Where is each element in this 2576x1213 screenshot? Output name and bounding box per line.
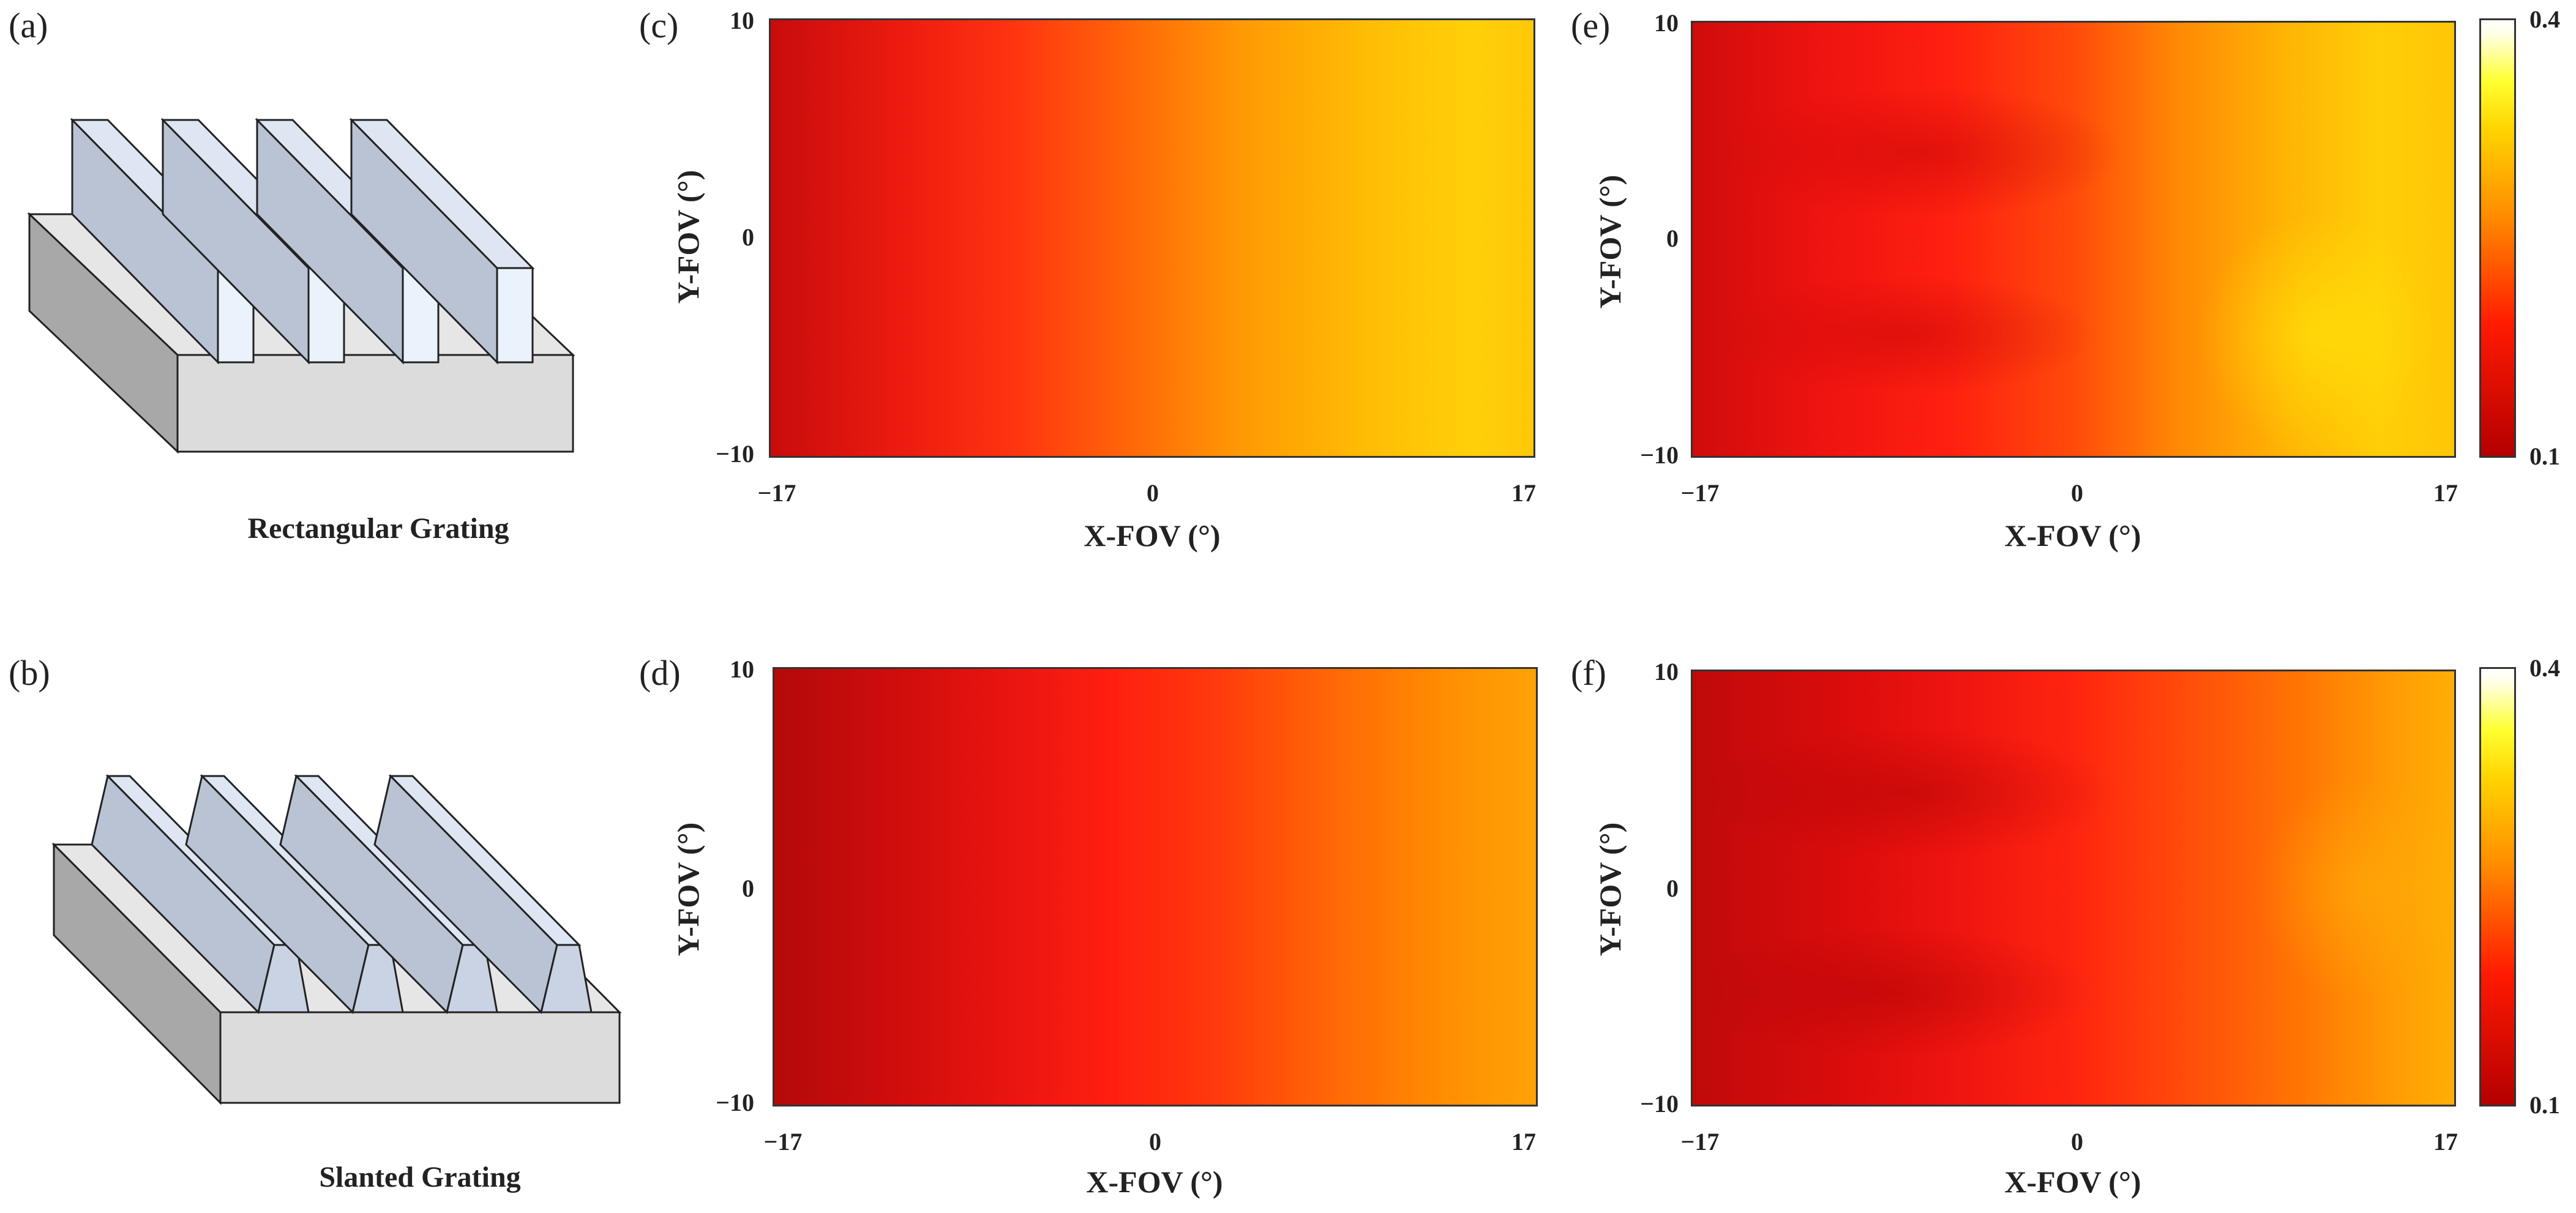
colorbar-bottom-max: 0.4 (2529, 654, 2560, 682)
colorbar-bottom-min: 0.1 (2529, 1091, 2560, 1119)
slanted-grating-diagram (51, 774, 622, 1105)
rectangular-grating-diagram (27, 118, 575, 454)
ytick-d-top: 10 (730, 655, 754, 683)
ytick-f-top: 10 (1654, 658, 1679, 685)
heatmap-f (1691, 670, 2456, 1107)
xtick-e-right: 17 (2433, 479, 2458, 507)
panel-label-d: (d) (639, 653, 681, 693)
heatmap-c (769, 18, 1535, 458)
xtick-f-mid: 0 (2071, 1128, 2083, 1155)
colorbar-top-max: 0.4 (2529, 6, 2560, 33)
ytick-e-mid: 0 (1666, 225, 1679, 252)
caption-rectangular-grating: Rectangular Grating (247, 512, 509, 545)
caption-slanted-grating: Slanted Grating (319, 1161, 521, 1193)
ytick-c-mid: 0 (742, 223, 754, 251)
xlabel-d: X-FOV (°) (1086, 1165, 1223, 1199)
panel-label-a: (a) (9, 6, 48, 45)
ytick-f-mid: 0 (1666, 875, 1679, 902)
xtick-c-left: −17 (757, 479, 796, 507)
xlabel-c: X-FOV (°) (1084, 518, 1221, 553)
panel-label-f: (f) (1571, 653, 1606, 693)
xtick-f-right: 17 (2433, 1128, 2458, 1155)
xtick-d-right: 17 (1511, 1128, 1536, 1155)
xtick-e-mid: 0 (2071, 479, 2083, 507)
heatmap-e (1691, 21, 2456, 458)
ylabel-d: Y-FOV (°) (671, 822, 705, 957)
colorbar-bottom (2479, 667, 2516, 1107)
xtick-c-mid: 0 (1147, 479, 1159, 507)
ylabel-f: Y-FOV (°) (1593, 822, 1627, 957)
ytick-c-top: 10 (730, 7, 754, 34)
heatmap-d (773, 667, 1538, 1107)
ylabel-e: Y-FOV (°) (1593, 174, 1627, 309)
ylabel-c: Y-FOV (°) (671, 170, 705, 304)
colorbar-top (2479, 18, 2516, 458)
ytick-e-top: 10 (1654, 9, 1679, 37)
ytick-d-mid: 0 (742, 875, 754, 902)
xtick-c-right: 17 (1511, 479, 1536, 507)
ytick-f-bottom: −10 (1640, 1090, 1679, 1118)
xtick-d-left: −17 (763, 1128, 803, 1155)
panel-label-e: (e) (1571, 6, 1611, 45)
xlabel-e: X-FOV (°) (2004, 518, 2141, 553)
panel-label-c: (c) (639, 6, 679, 45)
xlabel-f: X-FOV (°) (2004, 1165, 2141, 1199)
ytick-e-bottom: −10 (1640, 441, 1679, 469)
xtick-f-left: −17 (1680, 1128, 1720, 1155)
xtick-d-mid: 0 (1149, 1128, 1161, 1155)
xtick-e-left: −17 (1680, 479, 1720, 507)
colorbar-top-min: 0.1 (2529, 442, 2560, 470)
panel-label-b: (b) (9, 653, 50, 693)
ytick-d-bottom: −10 (716, 1089, 754, 1116)
ytick-c-bottom: −10 (716, 440, 754, 468)
